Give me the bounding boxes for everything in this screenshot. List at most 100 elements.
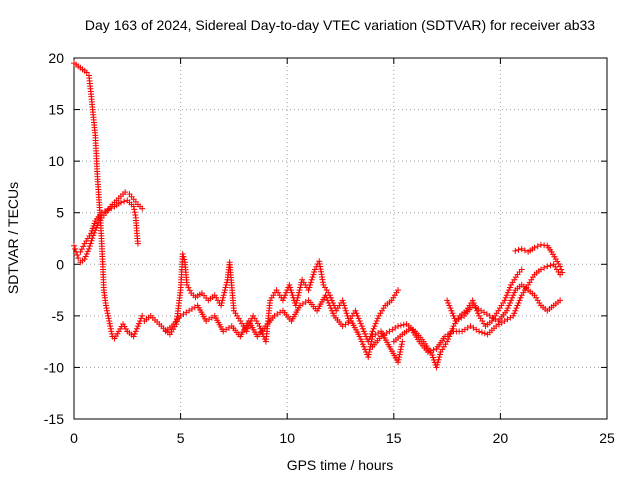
data-point — [134, 240, 141, 247]
data-point — [395, 356, 402, 363]
x-tick-label: 5 — [177, 430, 185, 446]
data-point — [283, 289, 290, 296]
data-point — [515, 246, 522, 253]
data-point — [101, 208, 108, 215]
data-point — [131, 206, 138, 213]
data-point — [256, 323, 263, 330]
data-point — [559, 269, 566, 276]
data-point — [399, 338, 406, 345]
data-point — [139, 205, 146, 212]
data-point — [83, 69, 90, 76]
data-point — [132, 212, 139, 219]
data-point — [307, 279, 314, 286]
data-point — [502, 294, 509, 301]
data-point — [130, 333, 137, 340]
data-point — [132, 328, 139, 335]
data-point — [107, 325, 114, 332]
data-point — [547, 262, 554, 269]
data-point — [327, 305, 334, 312]
x-tick-label: 10 — [279, 430, 295, 446]
data-point — [557, 263, 564, 270]
data-point — [518, 266, 525, 273]
data-point — [511, 310, 518, 317]
data-point — [470, 299, 477, 306]
data-point — [104, 310, 111, 317]
data-point — [446, 302, 453, 309]
data-point — [221, 287, 228, 294]
data-point — [139, 312, 146, 319]
data-point — [398, 341, 405, 348]
data-point — [341, 302, 348, 309]
data-point — [541, 242, 548, 249]
data-point — [531, 244, 538, 251]
data-point — [295, 292, 302, 299]
data-point — [328, 307, 335, 314]
y-tick-label: -15 — [44, 411, 64, 427]
data-point — [311, 269, 318, 276]
data-point — [356, 333, 363, 340]
data-point — [511, 289, 518, 296]
data-point — [503, 307, 510, 314]
data-point — [258, 328, 265, 335]
data-point — [374, 315, 381, 322]
data-point — [308, 276, 315, 283]
data-point — [436, 354, 443, 361]
data-point — [515, 299, 522, 306]
data-point — [436, 351, 443, 358]
data-point — [87, 240, 94, 247]
data-point — [509, 294, 516, 301]
y-tick-label: 5 — [56, 205, 64, 221]
data-point — [510, 292, 517, 299]
data-point — [105, 312, 112, 319]
data-point — [102, 302, 109, 309]
data-point — [287, 287, 294, 294]
y-tick-label: -10 — [44, 359, 64, 375]
y-tick-label: 0 — [56, 256, 64, 272]
data-point — [435, 356, 442, 363]
data-point — [179, 250, 186, 257]
data-point — [518, 245, 525, 252]
data-point — [307, 281, 314, 288]
data-point — [221, 289, 228, 296]
data-point — [396, 354, 403, 361]
data-point — [514, 302, 521, 309]
data-point — [365, 351, 372, 358]
data-point — [305, 287, 312, 294]
data-point — [368, 338, 375, 345]
x-axis-label: GPS time / hours — [287, 457, 394, 473]
data-point — [107, 323, 114, 330]
data-point — [330, 310, 337, 317]
grid-layer — [74, 58, 607, 419]
data-point — [395, 323, 402, 330]
data-point — [430, 346, 437, 353]
data-point — [77, 248, 84, 255]
data-point — [88, 237, 95, 244]
data-point — [72, 245, 79, 252]
data-point — [395, 287, 402, 294]
data-point — [310, 271, 317, 278]
data-point — [218, 299, 225, 306]
data-point — [297, 284, 304, 291]
data-point — [105, 206, 112, 213]
data-point — [434, 359, 441, 366]
data-point — [501, 297, 508, 304]
data-point — [469, 297, 476, 304]
data-point — [433, 364, 440, 371]
data-point — [343, 310, 350, 317]
data-point — [478, 329, 485, 336]
data-point — [427, 347, 434, 354]
data-point — [541, 264, 548, 271]
data-point — [84, 248, 91, 255]
data-point — [218, 302, 225, 309]
data-point — [131, 330, 138, 337]
data-point — [396, 351, 403, 358]
data-point — [117, 199, 124, 206]
data-point — [506, 299, 513, 306]
data-point — [450, 312, 457, 319]
data-point — [219, 297, 226, 304]
data-point — [104, 307, 111, 314]
data-point — [326, 302, 333, 309]
y-tick-label: 20 — [48, 50, 64, 66]
plot-frame — [73, 57, 608, 420]
data-point — [397, 322, 404, 329]
